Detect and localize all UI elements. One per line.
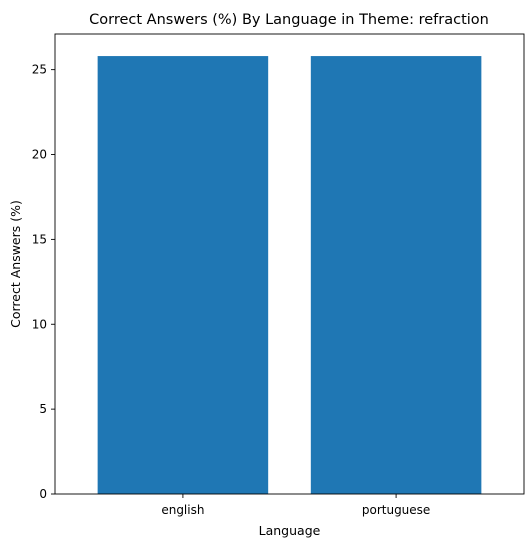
- y-tick-label: 25: [32, 63, 47, 77]
- bars-group: [97, 56, 482, 495]
- y-tick-label: 0: [39, 487, 47, 501]
- y-tick-label: 20: [32, 148, 47, 162]
- y-tick-label: 10: [32, 317, 47, 331]
- bar-portuguese: [310, 56, 482, 495]
- y-axis-label: Correct Answers (%): [8, 200, 23, 328]
- bar-english: [97, 56, 269, 495]
- y-tick-label: 15: [32, 232, 47, 246]
- y-tick-label: 5: [39, 402, 47, 416]
- x-tick-label: english: [161, 503, 204, 517]
- x-tick-label: portuguese: [362, 503, 430, 517]
- plot-frame: [54, 33, 525, 495]
- x-axis-label: Language: [259, 523, 321, 538]
- chart-title: Correct Answers (%) By Language in Theme…: [89, 12, 489, 28]
- y-axis-ticks: 0 5 10 15 20 25: [32, 63, 55, 501]
- x-axis-ticks: english portuguese: [161, 494, 430, 517]
